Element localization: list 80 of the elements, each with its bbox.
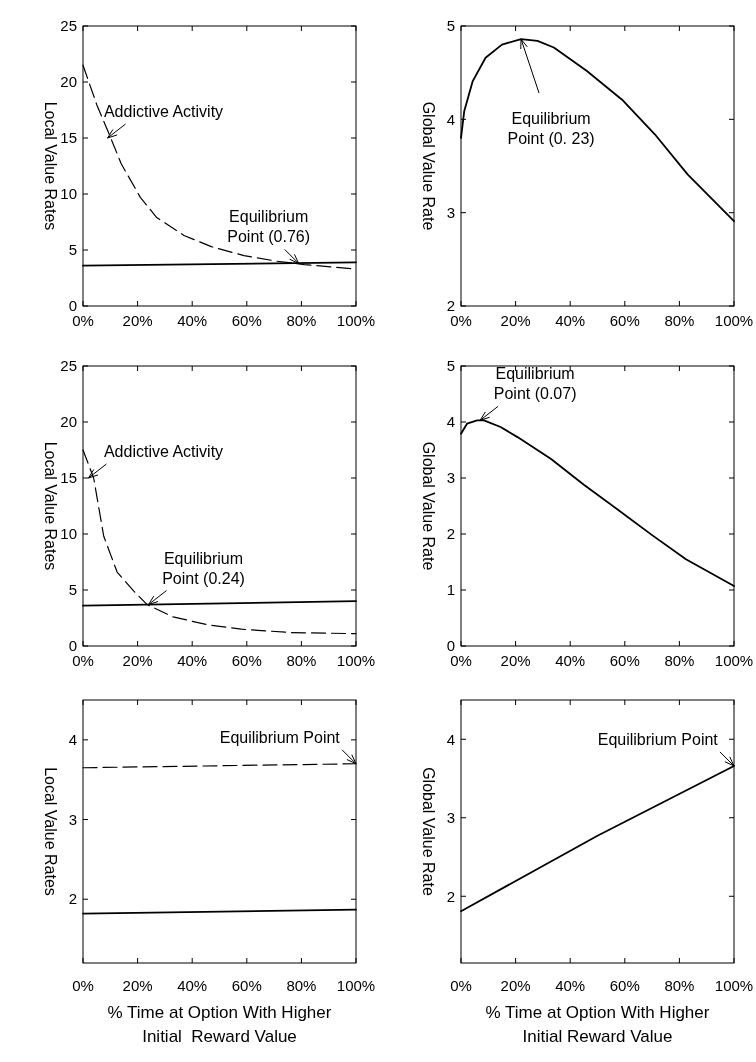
annotation: Equilibrium Point (0. 23) bbox=[507, 110, 595, 148]
y-tick-label: 5 bbox=[446, 357, 455, 375]
y-tick-label: 5 bbox=[446, 17, 455, 35]
y-tick-label: 20 bbox=[60, 413, 77, 431]
y-tick-label: 25 bbox=[60, 357, 77, 375]
x-tick-label: 80% bbox=[664, 312, 695, 329]
y-tick-label: 2 bbox=[446, 297, 455, 315]
y-tick-label: 15 bbox=[60, 129, 77, 147]
y-tick-label: 5 bbox=[68, 581, 77, 599]
x-tick-label: 100% bbox=[336, 312, 376, 329]
x-tick-label: 40% bbox=[555, 652, 586, 669]
y-tick-label: 4 bbox=[68, 731, 77, 749]
x-tick-label: 20% bbox=[122, 312, 153, 329]
y-axis-title: Global Value Rate bbox=[420, 441, 437, 571]
annotation: Equilibrium Point bbox=[219, 728, 341, 746]
x-tick-label: 0% bbox=[450, 652, 472, 669]
x-tick-label: 80% bbox=[286, 312, 317, 329]
y-tick-label: 2 bbox=[68, 890, 77, 908]
x-tick-label: 80% bbox=[286, 652, 317, 669]
y-tick-label: 25 bbox=[60, 17, 77, 35]
x-tick-label: 60% bbox=[609, 652, 640, 669]
y-axis-title: Global Value Rate bbox=[420, 101, 437, 231]
y-tick-label: 20 bbox=[60, 73, 77, 91]
x-tick-label: 100% bbox=[714, 312, 754, 329]
y-tick-label: 3 bbox=[446, 809, 455, 827]
x-tick-label: 0% bbox=[72, 977, 94, 994]
y-tick-label: 5 bbox=[68, 241, 77, 259]
x-tick-label: 20% bbox=[500, 977, 531, 994]
y-tick-label: 2 bbox=[446, 525, 455, 543]
x-tick-label: 100% bbox=[714, 652, 754, 669]
x-tick-label: 0% bbox=[450, 977, 472, 994]
x-axis-title: % Time at Option With Higher Initial Reward Value bbox=[107, 1003, 332, 1046]
annotation: Equilibrium Point (0.07) bbox=[493, 365, 577, 403]
x-tick-label: 60% bbox=[231, 652, 262, 669]
y-tick-label: 1 bbox=[446, 581, 455, 599]
x-tick-label: 20% bbox=[500, 652, 531, 669]
x-tick-label: 100% bbox=[336, 652, 376, 669]
x-tick-label: 40% bbox=[177, 652, 208, 669]
x-tick-label: 60% bbox=[231, 977, 262, 994]
y-tick-label: 0 bbox=[68, 637, 77, 655]
y-tick-label: 3 bbox=[68, 810, 77, 828]
x-tick-label: 20% bbox=[122, 652, 153, 669]
y-tick-label: 4 bbox=[446, 110, 455, 128]
x-tick-label: 60% bbox=[231, 312, 262, 329]
x-tick-label: 100% bbox=[336, 977, 376, 994]
annotation: Addictive Activity bbox=[103, 103, 224, 120]
y-tick-label: 0 bbox=[446, 637, 455, 655]
y-axis-title: Local Value Rates bbox=[42, 101, 59, 231]
annotation: Equilibrium Point (0.76) bbox=[227, 208, 311, 246]
y-tick-label: 4 bbox=[446, 730, 455, 748]
y-axis-title: Global Value Rate bbox=[420, 767, 437, 896]
x-tick-label: 40% bbox=[177, 312, 208, 329]
x-tick-label: 0% bbox=[450, 312, 472, 329]
y-tick-label: 3 bbox=[446, 203, 455, 221]
y-tick-label: 15 bbox=[60, 469, 77, 487]
x-tick-label: 0% bbox=[72, 312, 94, 329]
y-tick-label: 10 bbox=[60, 185, 77, 203]
x-tick-label: 80% bbox=[664, 652, 695, 669]
annotation: Equilibrium Point bbox=[597, 730, 719, 748]
x-tick-label: 40% bbox=[177, 977, 208, 994]
x-tick-label: 20% bbox=[500, 312, 531, 329]
y-tick-label: 0 bbox=[68, 297, 77, 315]
y-axis-title: Local Value Rates bbox=[42, 767, 59, 896]
x-tick-label: 100% bbox=[714, 977, 754, 994]
x-tick-label: 60% bbox=[609, 312, 640, 329]
x-tick-label: 20% bbox=[122, 977, 153, 994]
y-tick-label: 2 bbox=[446, 887, 455, 905]
y-tick-label: 4 bbox=[446, 413, 455, 431]
y-axis-title: Local Value Rates bbox=[42, 441, 59, 571]
annotation: Addictive Activity bbox=[103, 443, 224, 460]
y-tick-label: 3 bbox=[446, 469, 455, 487]
x-tick-label: 60% bbox=[609, 977, 640, 994]
x-axis-title: % Time at Option With Higher Initial Reward Value bbox=[485, 1003, 710, 1046]
x-tick-label: 40% bbox=[555, 312, 586, 329]
x-tick-label: 0% bbox=[72, 652, 94, 669]
annotation: Equilibrium Point (0.24) bbox=[162, 549, 245, 587]
x-tick-label: 40% bbox=[555, 977, 586, 994]
y-tick-label: 10 bbox=[60, 525, 77, 543]
x-tick-label: 80% bbox=[664, 977, 695, 994]
x-tick-label: 80% bbox=[286, 977, 317, 994]
